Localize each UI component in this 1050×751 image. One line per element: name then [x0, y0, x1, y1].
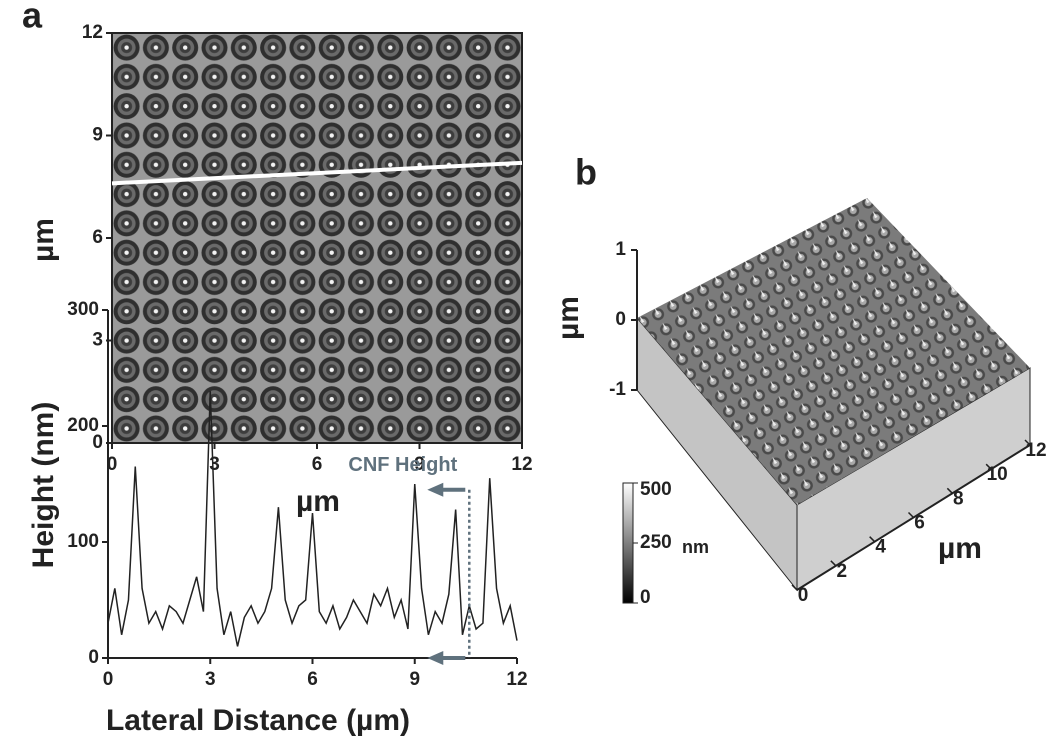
x-axis-label: Lateral Distance (µm): [106, 704, 410, 737]
x-tick-label: 0: [798, 585, 809, 606]
x-tick: [791, 584, 798, 591]
x-tick: [1024, 439, 1031, 446]
x-axis-label: µm: [296, 485, 340, 518]
annotation-arrow: [427, 651, 466, 665]
y-tick-label: 300: [67, 299, 99, 320]
z-tick-label: -1: [609, 379, 626, 400]
y-axis-label: µm: [27, 218, 60, 262]
x-tick: [985, 463, 992, 470]
y-tick-label: 9: [92, 125, 103, 146]
x-tick: [869, 536, 876, 543]
x-tick-label: 3: [209, 454, 220, 475]
colorbar-tick-label: 250: [640, 532, 672, 553]
colorbar-tick-label: 500: [640, 479, 672, 500]
panel-label: b: [575, 152, 597, 193]
colorbar-label: nm: [682, 537, 709, 557]
x-tick-label: 0: [107, 454, 118, 475]
x-tick-label: 12: [1025, 440, 1046, 461]
y-tick-label: 0: [88, 647, 99, 668]
x-tick-label: 3: [205, 669, 216, 690]
y-tick-label: 0: [92, 432, 103, 453]
surface-top: [637, 198, 1030, 505]
afm-image: [112, 33, 522, 443]
y-tick-label: 6: [92, 227, 103, 248]
x-tick: [946, 487, 953, 494]
x-tick-label: 8: [953, 488, 964, 509]
x-tick-label: 6: [307, 669, 318, 690]
x-tick-label: 0: [103, 669, 114, 690]
x-tick-label: 9: [409, 669, 420, 690]
x-axis-label: µm: [938, 532, 982, 565]
x-tick-label: 10: [987, 464, 1008, 485]
panel-label: a: [22, 0, 43, 36]
x-tick-label: 2: [837, 561, 848, 582]
colorbar-tick-label: 0: [640, 587, 651, 608]
x-tick: [830, 560, 837, 567]
z-tick-label: 1: [615, 239, 626, 260]
x-tick-label: 12: [506, 669, 527, 690]
z-tick-label: 0: [615, 309, 626, 330]
profile-trace: [107, 391, 518, 647]
x-tick-label: 12: [511, 454, 532, 475]
y-tick-label: 3: [92, 330, 103, 351]
x-tick-label: 6: [914, 513, 925, 534]
x-tick-label: 4: [875, 537, 886, 558]
x-tick: [907, 511, 915, 519]
profile-line: [111, 160, 523, 186]
y-axis-label: Height (nm): [27, 402, 60, 569]
y-tick-label: 200: [67, 415, 99, 436]
annotation-arrow: [427, 482, 466, 497]
annotation-text: CNF Height: [348, 454, 457, 476]
y-tick-label: 12: [82, 22, 103, 43]
z-axis-label: µm: [552, 296, 585, 340]
x-tick-label: 9: [414, 454, 425, 475]
x-tick-label: 6: [312, 454, 323, 475]
colorbar: [622, 482, 634, 604]
y-tick-label: 100: [67, 531, 99, 552]
